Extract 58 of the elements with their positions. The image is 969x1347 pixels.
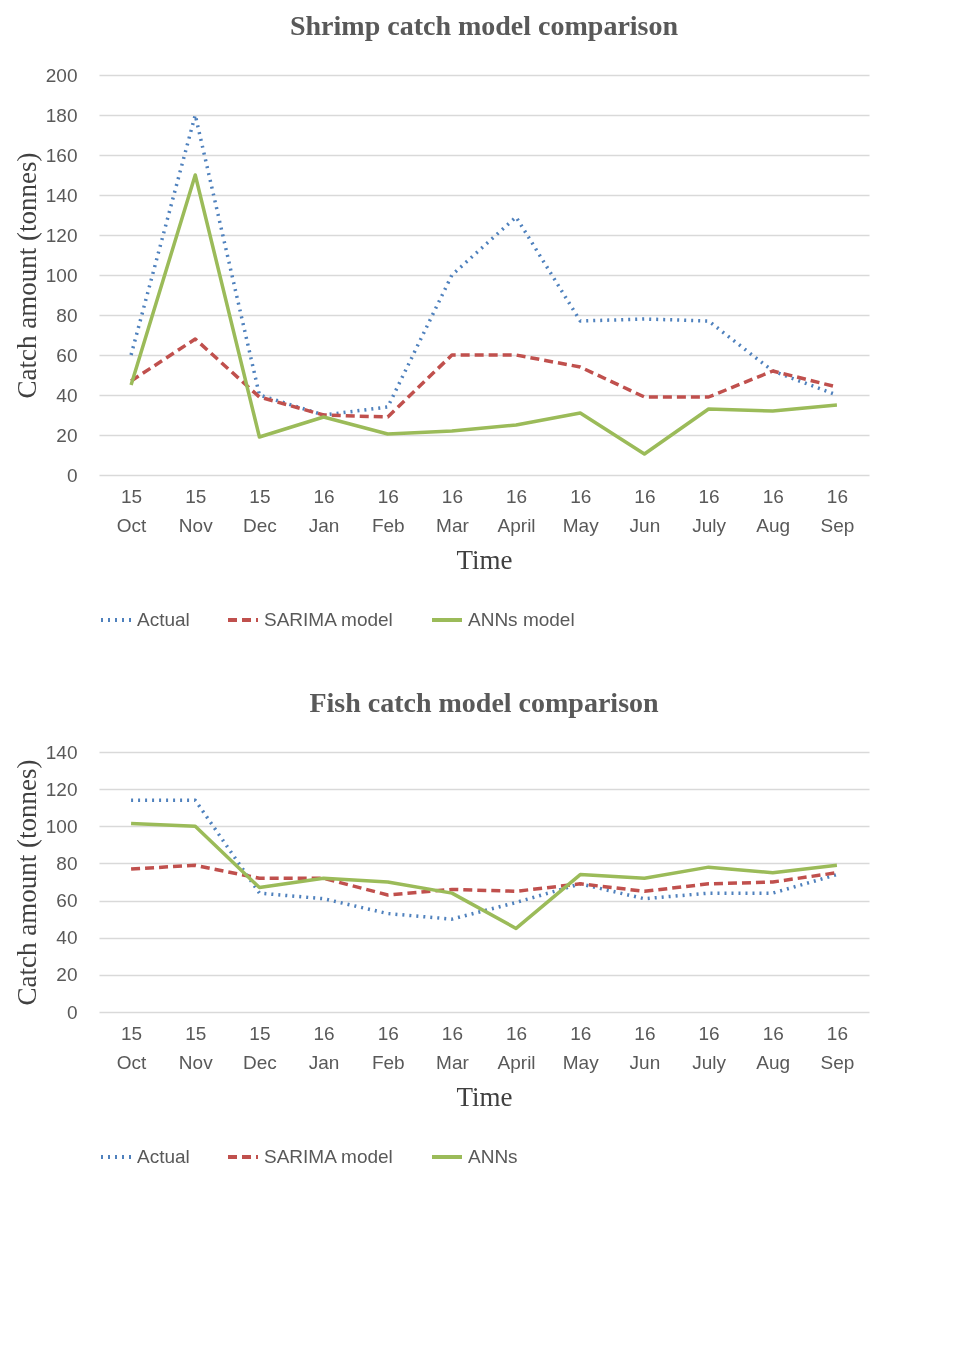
- chart-title: Fish catch model comparison: [309, 687, 660, 718]
- x-tick-label: 16 April: [497, 485, 536, 536]
- x-tick-label: 15 Dec: [243, 1022, 277, 1073]
- x-tick-label: 16 Jan: [308, 485, 340, 536]
- x-tick-label: 16 Aug: [756, 485, 791, 536]
- x-tick-label: 15 Dec: [243, 485, 277, 536]
- x-tick-label: 16 Aug: [756, 1022, 791, 1073]
- x-axis-title: Time: [456, 1081, 513, 1112]
- x-tick-label: 16 April: [497, 1022, 536, 1073]
- y-tick-label: 200: [45, 64, 78, 86]
- x-tick-label: 16 May: [562, 1022, 600, 1073]
- legend-label: ANNs: [468, 1146, 518, 1167]
- y-tick-label: 120: [45, 224, 78, 246]
- y-tick-label: 80: [56, 304, 78, 326]
- x-tick-label: 15 Nov: [178, 1022, 214, 1073]
- x-tick-label: 16 Sep: [820, 485, 855, 536]
- y-tick-label: 160: [45, 144, 78, 166]
- x-tick-label: 15 Nov: [178, 485, 214, 536]
- x-tick-label: 16 Mar: [436, 485, 470, 536]
- line-series: [129, 821, 839, 931]
- x-tick-label: 16 July: [692, 1022, 727, 1073]
- y-axis-title: Catch amount (tonnes): [11, 759, 42, 1006]
- legend-label: Actual: [137, 1146, 190, 1167]
- x-tick-label: 16 May: [562, 485, 600, 536]
- y-tick-label: 100: [45, 264, 78, 286]
- x-axis-title: Time: [456, 544, 513, 575]
- y-tick-label: 0: [66, 1001, 78, 1023]
- y-tick-label: 100: [45, 815, 78, 837]
- x-tick-label: 15 Oct: [116, 485, 148, 536]
- x-tick-label: 16 Jan: [308, 1022, 340, 1073]
- y-tick-label: 180: [45, 104, 78, 126]
- y-tick-label: 0: [66, 464, 78, 486]
- y-tick-label: 20: [56, 964, 78, 986]
- y-tick-label: 40: [56, 384, 78, 406]
- y-tick-label: 140: [45, 184, 78, 206]
- y-tick-label: 140: [45, 741, 78, 763]
- x-tick-label: 16 Jun: [629, 485, 661, 536]
- line-series: [129, 798, 839, 921]
- x-tick-label: 15 Oct: [116, 1022, 148, 1073]
- y-tick-label: 60: [56, 344, 78, 366]
- y-tick-label: 60: [56, 890, 78, 912]
- chart-title: Shrimp catch model comparison: [289, 10, 679, 41]
- y-tick-label: 80: [56, 852, 78, 874]
- y-tick-label: 120: [45, 778, 78, 800]
- y-tick-label: 20: [56, 424, 78, 446]
- y-axis-title: Catch amount (tonnes): [11, 152, 42, 399]
- x-tick-label: 16 Mar: [436, 1022, 470, 1073]
- legend-label: SARIMA model: [264, 1146, 393, 1167]
- x-tick-label: 16 Feb: [371, 485, 405, 536]
- legend-label: ANNs model: [468, 609, 575, 630]
- legend-label: SARIMA model: [264, 609, 393, 630]
- y-tick-label: 40: [56, 927, 78, 949]
- x-tick-label: 16 Jun: [629, 1022, 661, 1073]
- x-tick-label: 16 Sep: [820, 1022, 855, 1073]
- x-tick-label: 16 July: [692, 485, 727, 536]
- legend-label: Actual: [137, 609, 190, 630]
- line-series: [129, 173, 839, 456]
- x-tick-label: 16 Feb: [371, 1022, 405, 1073]
